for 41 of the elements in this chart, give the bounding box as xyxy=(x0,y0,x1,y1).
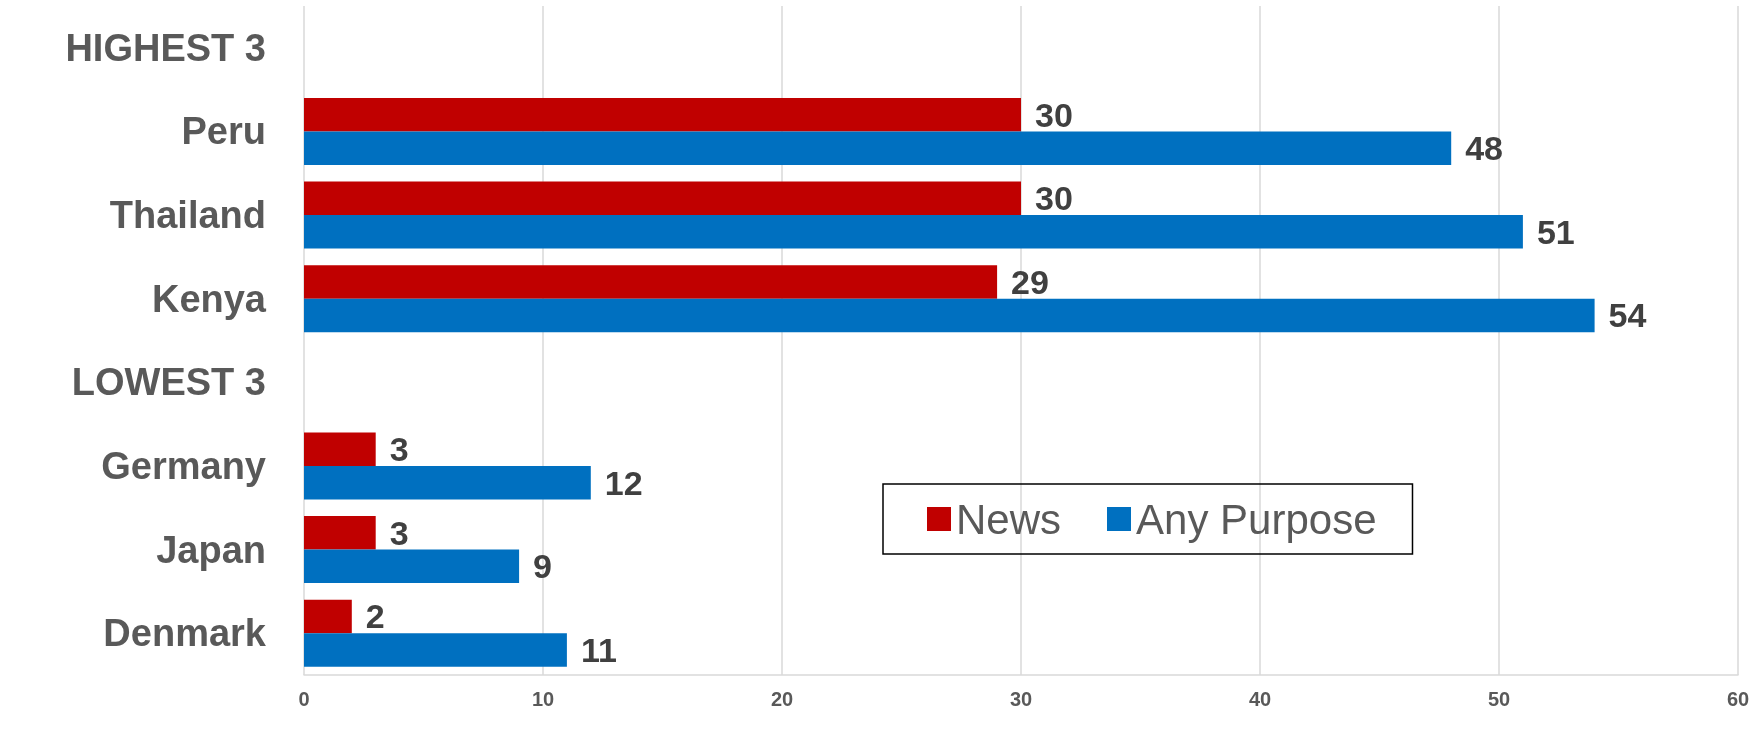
bar xyxy=(304,97,1021,132)
bar xyxy=(304,215,1523,249)
y-tick-label: Kenya xyxy=(151,277,267,320)
bar xyxy=(304,131,1452,165)
x-tick-label: 50 xyxy=(1487,688,1511,710)
data-label: 3 xyxy=(389,430,409,469)
bar xyxy=(304,599,352,634)
x-tick-label: 10 xyxy=(531,688,555,710)
x-tick-label: 20 xyxy=(770,688,794,710)
bar xyxy=(304,181,1021,216)
data-label: 54 xyxy=(1608,296,1647,335)
data-label: 29 xyxy=(1011,262,1049,301)
y-tick-label: LOWEST 3 xyxy=(71,361,266,404)
y-tick-label: Peru xyxy=(181,110,266,153)
y-tick-label: Germany xyxy=(101,444,266,487)
bar xyxy=(304,465,591,500)
data-label: 30 xyxy=(1035,179,1073,218)
y-tick-label: Denmark xyxy=(103,612,267,655)
x-tick-label: 40 xyxy=(1248,688,1272,710)
bar xyxy=(304,265,998,299)
x-tick-label: 60 xyxy=(1726,688,1750,710)
data-label: 11 xyxy=(580,630,617,669)
bar xyxy=(304,516,376,550)
y-tick-label: Thailand xyxy=(109,194,266,237)
data-label: 48 xyxy=(1465,129,1504,168)
data-label: 3 xyxy=(389,513,409,552)
x-tick-label: 0 xyxy=(298,688,310,710)
x-tick-label: 30 xyxy=(1009,688,1033,710)
bar xyxy=(304,432,376,466)
bar xyxy=(304,549,520,584)
data-label: 51 xyxy=(1536,212,1575,251)
bar xyxy=(304,298,1595,333)
data-label: 9 xyxy=(533,547,553,586)
data-label: 2 xyxy=(365,597,385,636)
y-tick-label: HIGHEST 3 xyxy=(65,26,266,69)
data-label: 12 xyxy=(604,463,643,502)
legend-label: News xyxy=(956,495,1062,543)
bar xyxy=(304,633,567,667)
y-tick-label: Japan xyxy=(156,528,266,571)
data-label: 30 xyxy=(1035,95,1073,134)
legend-label: Any Purpose xyxy=(1136,495,1377,543)
